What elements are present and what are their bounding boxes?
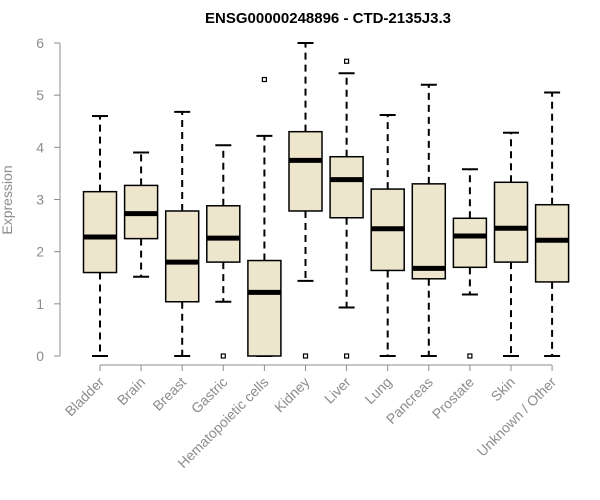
x-tick-label: Bladder — [62, 374, 108, 420]
x-tick-label: Brain — [114, 374, 148, 408]
box-brain — [123, 151, 159, 278]
box-pancreas — [411, 83, 447, 357]
chart-title: ENSG00000248896 - CTD-2135J3.3 — [205, 10, 451, 27]
box-rect — [411, 183, 447, 280]
outlier-point — [220, 353, 226, 359]
outlier-point — [302, 353, 309, 359]
y-tick-label: 3 — [36, 192, 44, 208]
box-bladder — [82, 115, 118, 357]
outlier-point — [261, 76, 267, 83]
y-tick-label: 0 — [36, 348, 44, 364]
box-rect — [82, 190, 118, 274]
x-tick-label: Skin — [488, 374, 519, 405]
x-tick-label: Prostate — [429, 374, 477, 422]
x-tick-label: Lung — [361, 374, 394, 407]
y-tick-label: 5 — [36, 87, 44, 103]
box-rect — [534, 203, 570, 283]
outlier-point — [344, 353, 350, 359]
box-rect — [206, 205, 241, 263]
box-hematopoietic-cells — [247, 76, 282, 357]
y-axis-label: Expression — [0, 165, 15, 234]
y-tick-label: 4 — [36, 139, 44, 155]
box-rect — [164, 210, 200, 303]
y-tick-label: 2 — [36, 244, 44, 260]
y-tick-label: 6 — [36, 35, 44, 51]
box-rect — [288, 130, 323, 212]
box-rect — [247, 259, 282, 357]
box-liver — [329, 58, 364, 359]
outlier-point — [467, 353, 473, 359]
x-tick-label: Liver — [321, 374, 354, 407]
box-skin — [493, 131, 529, 357]
box-rect — [329, 155, 364, 219]
x-tick-label: Kidney — [271, 374, 313, 416]
y-tick-label: 1 — [36, 296, 44, 312]
box-breast — [164, 110, 200, 357]
y-axis: 0 1 2 3 4 5 6 — [36, 35, 61, 364]
box-kidney — [288, 42, 323, 359]
box-lung — [370, 113, 405, 357]
box-rect — [452, 217, 488, 269]
box-prostate — [452, 168, 488, 359]
box-series — [82, 42, 570, 359]
outlier-point — [344, 58, 350, 64]
box-unknown-other — [534, 91, 570, 357]
box-gastric — [206, 144, 241, 359]
box-rect — [493, 181, 529, 263]
x-tick-label: Breast — [149, 374, 189, 414]
